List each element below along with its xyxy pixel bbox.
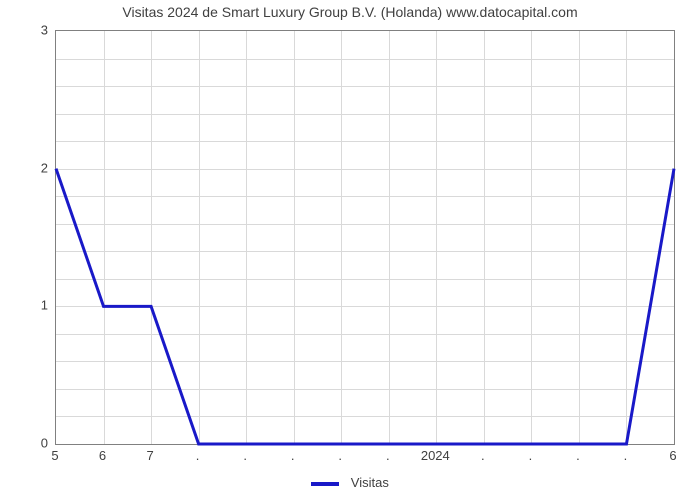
chart-legend: Visitas bbox=[0, 475, 700, 490]
visits-line bbox=[56, 169, 674, 444]
x-tick-label: . bbox=[624, 448, 628, 463]
y-tick-label: 2 bbox=[0, 160, 48, 175]
y-tick-label: 0 bbox=[0, 436, 48, 451]
x-tick-label: 7 bbox=[146, 448, 153, 463]
x-tick-label: 6 bbox=[669, 448, 676, 463]
x-tick-label: 5 bbox=[51, 448, 58, 463]
x-tick-label: 6 bbox=[99, 448, 106, 463]
y-tick-label: 3 bbox=[0, 23, 48, 38]
chart-title: Visitas 2024 de Smart Luxury Group B.V. … bbox=[0, 4, 700, 20]
line-series bbox=[56, 31, 674, 444]
y-tick-label: 1 bbox=[0, 298, 48, 313]
legend-label: Visitas bbox=[351, 475, 389, 490]
x-tick-label: . bbox=[243, 448, 247, 463]
x-tick-label: . bbox=[338, 448, 342, 463]
legend-swatch bbox=[311, 482, 339, 486]
visits-chart: Visitas 2024 de Smart Luxury Group B.V. … bbox=[0, 0, 700, 500]
x-tick-label: . bbox=[196, 448, 200, 463]
x-tick-label: . bbox=[576, 448, 580, 463]
x-tick-label: . bbox=[481, 448, 485, 463]
x-tick-label: . bbox=[529, 448, 533, 463]
x-tick-label: 2024 bbox=[421, 448, 450, 463]
x-tick-label: . bbox=[291, 448, 295, 463]
x-tick-label: . bbox=[386, 448, 390, 463]
plot-area bbox=[55, 30, 675, 445]
